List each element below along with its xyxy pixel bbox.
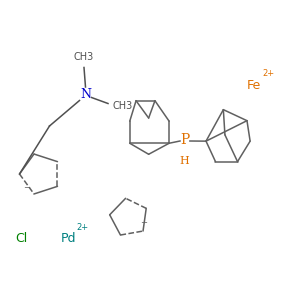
Text: −: − — [140, 218, 148, 227]
Text: CH3: CH3 — [112, 100, 133, 111]
Text: Cl: Cl — [15, 232, 27, 245]
Text: Fe: Fe — [246, 79, 261, 92]
Text: P: P — [180, 133, 189, 146]
Text: N: N — [80, 88, 91, 101]
Text: −: − — [23, 183, 31, 192]
Text: Pd: Pd — [61, 232, 77, 245]
Text: CH3: CH3 — [73, 52, 94, 61]
Text: 2+: 2+ — [262, 69, 274, 78]
Text: H: H — [180, 156, 189, 166]
Text: 2+: 2+ — [76, 223, 88, 232]
